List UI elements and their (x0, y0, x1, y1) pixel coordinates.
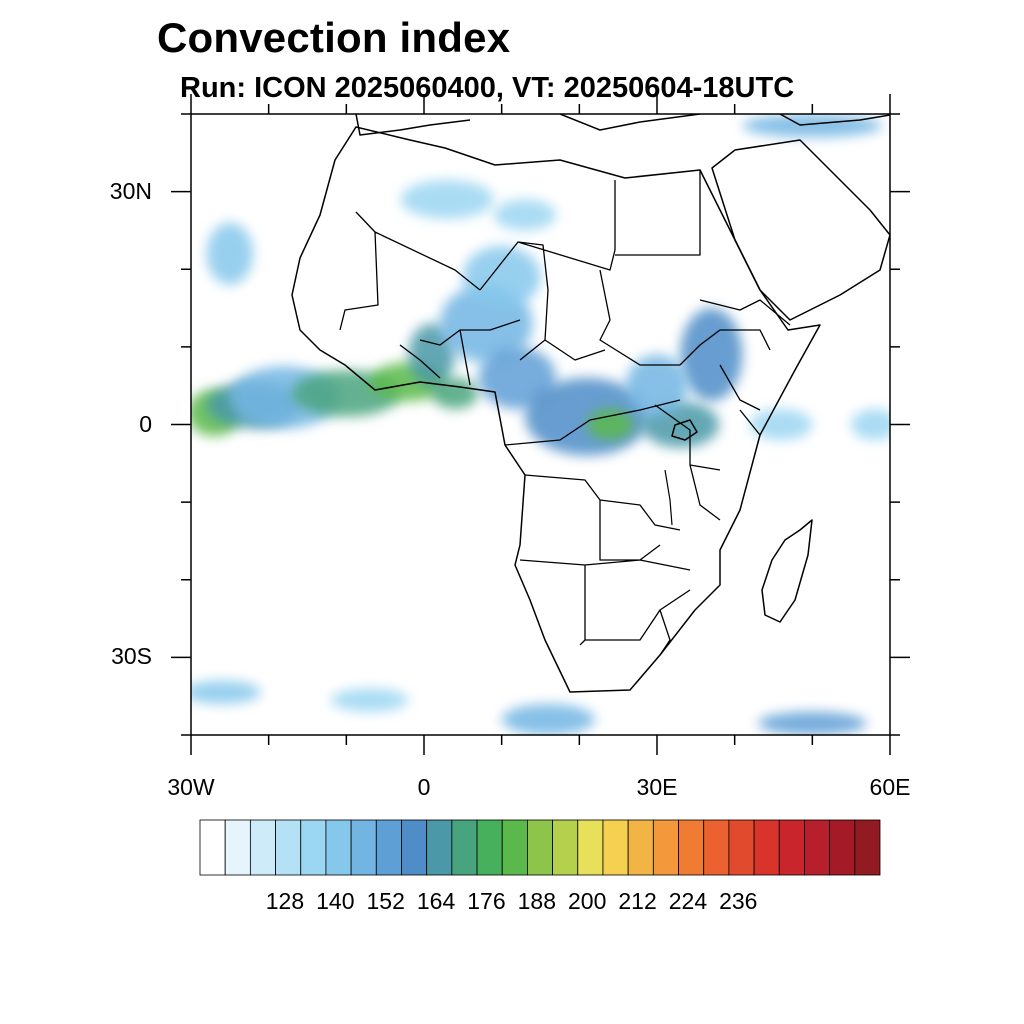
x-tick-label: 60E (869, 774, 911, 800)
colorbar-label: 152 (366, 888, 405, 914)
arabia-coastline (711, 139, 890, 321)
colorbar-label: 212 (618, 888, 657, 914)
y-tick-label: 30S (111, 643, 152, 670)
colorbar-label: 236 (719, 888, 758, 914)
convection-cell (851, 408, 890, 441)
country-borders (339, 170, 791, 656)
convection-field (191, 114, 890, 735)
colorbar-label: 128 (265, 888, 305, 914)
convection-cell (206, 222, 254, 285)
colorbar-label: 200 (567, 888, 607, 914)
convection-cell (330, 688, 409, 712)
y-tick-label: 30N (109, 177, 152, 204)
x-tick-label: 0 (417, 774, 431, 800)
convection-cell (587, 408, 634, 441)
convection-cell (400, 179, 494, 219)
colorbar-label: 176 (467, 888, 506, 914)
chart-subtitle: Run: ICON 2025060400, VT: 20250604-18UTC (180, 72, 795, 104)
y-tick-label: 0 (139, 410, 152, 437)
madagascar-coastline (761, 519, 813, 623)
x-tick-label: 30W (167, 774, 215, 800)
chart-title: Convection index (157, 14, 511, 61)
coastlines-and-borders (291, 114, 890, 693)
convection-cell (478, 346, 557, 409)
x-tick-label: 30E (636, 774, 678, 800)
convection-cell (408, 323, 456, 386)
colorbar-label: 164 (416, 888, 456, 914)
colorbar-label: 188 (517, 888, 556, 914)
colorbar-label: 224 (668, 888, 708, 914)
convection-cell (750, 408, 813, 441)
europe-coastline (355, 114, 890, 136)
convection-cell (757, 711, 867, 735)
colorbar-label: 140 (316, 888, 355, 914)
convection-cell (625, 354, 689, 417)
convection-cell (462, 245, 541, 309)
africa-coastline (291, 126, 821, 693)
lake-tanganyika (664, 469, 673, 526)
axis-ticks (171, 94, 910, 755)
convection-cell (742, 114, 883, 138)
convection-cell (191, 680, 261, 704)
lake-victoria (671, 419, 698, 441)
convection-cell (431, 377, 479, 409)
convection-cell (493, 199, 557, 231)
convection-cell (501, 703, 595, 735)
